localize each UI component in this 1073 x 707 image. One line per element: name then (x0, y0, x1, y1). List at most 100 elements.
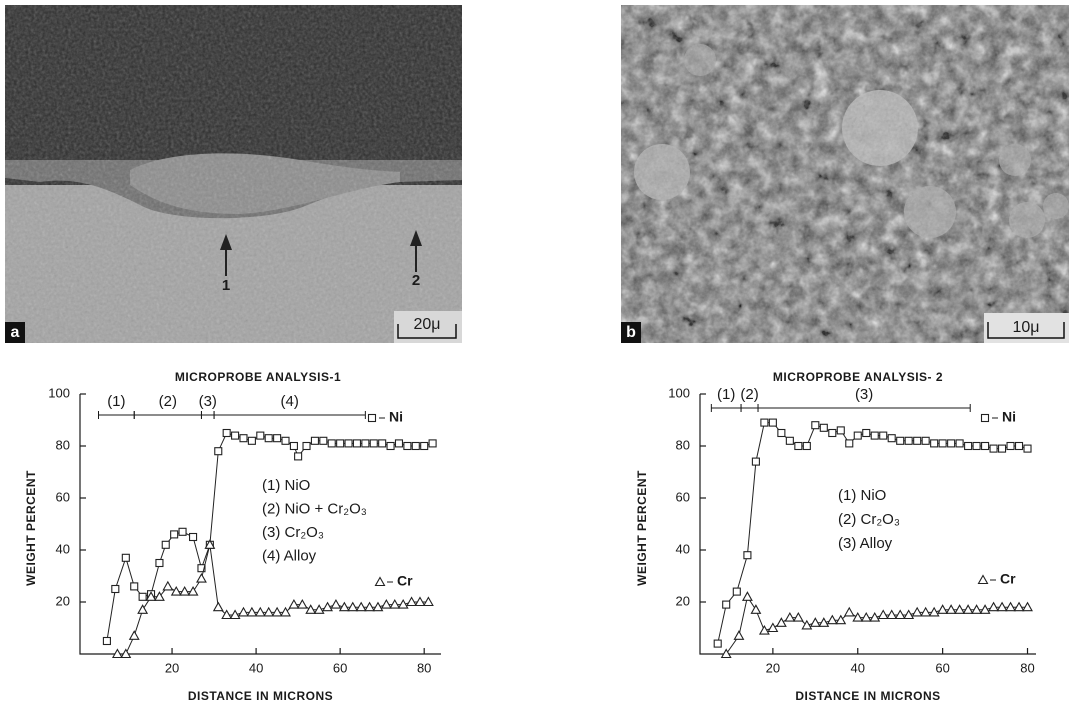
data-point (922, 437, 929, 444)
data-point (769, 419, 776, 426)
data-point (240, 435, 247, 442)
micrograph-b: b 10μ (621, 5, 1069, 343)
region-label: (1) (107, 393, 125, 410)
x-tick-label: 40 (249, 660, 263, 675)
data-point (956, 440, 963, 447)
x-tick-label: 20 (165, 660, 179, 675)
data-point (215, 448, 222, 455)
y-tick-label: 60 (56, 489, 70, 504)
data-point (743, 592, 752, 600)
data-point (744, 552, 751, 559)
y-tick-label: 80 (56, 437, 70, 452)
data-point (733, 588, 740, 595)
data-point (880, 432, 887, 439)
charts: 20 40 60 80 100 20 40 60 80 MICROPROBE ANALYSIS-1… (24, 370, 1036, 703)
arrow-label: 2 (412, 272, 420, 289)
data-point (122, 554, 129, 561)
data-point (1007, 443, 1014, 450)
region-legend-item: (2) NiO + Cr₂O₃ (262, 500, 367, 517)
region-label: (3) (855, 386, 873, 403)
data-point (103, 638, 110, 645)
data-point (257, 432, 264, 439)
data-point (854, 432, 861, 439)
data-point (232, 432, 239, 439)
y-tick-label: 80 (676, 437, 690, 452)
data-point (190, 534, 197, 541)
data-point (734, 631, 743, 639)
data-point (412, 443, 419, 450)
data-point (1024, 445, 1031, 452)
data-point (905, 437, 912, 444)
region-label: (4) (281, 393, 299, 410)
data-point (197, 574, 206, 582)
x-tick-label: 80 (417, 660, 431, 675)
data-point (370, 440, 377, 447)
chart-title: MICROPROBE ANALYSIS- 2 (773, 370, 943, 384)
data-point (353, 440, 360, 447)
x-tick-label: 60 (333, 660, 347, 675)
x-tick-label: 20 (766, 660, 780, 675)
data-point (331, 600, 340, 608)
x-tick-label: 60 (935, 660, 949, 675)
data-point (982, 443, 989, 450)
region-legend-item: (3) Alloy (838, 535, 893, 552)
data-point (404, 443, 411, 450)
y-tick-label: 100 (48, 385, 70, 400)
scale-label: 10μ (1012, 319, 1039, 336)
data-point (751, 605, 760, 613)
legend-marker (979, 576, 988, 584)
legend-label: Cr (397, 573, 413, 589)
legend-marker (376, 578, 385, 586)
data-point (162, 541, 169, 548)
data-point (163, 582, 172, 590)
data-point (320, 437, 327, 444)
region-label: (2) (740, 386, 758, 403)
data-point (295, 453, 302, 460)
y-tick-label: 40 (56, 541, 70, 556)
data-point (214, 603, 223, 611)
y-axis-title: WEIGHT PERCENT (24, 470, 38, 586)
data-point (778, 430, 785, 437)
y-tick-label: 20 (56, 593, 70, 608)
data-point (752, 458, 759, 465)
legend-marker (369, 415, 376, 422)
data-point (337, 440, 344, 447)
region-label: (3) (199, 393, 217, 410)
data-point (768, 624, 777, 632)
data-point (421, 443, 428, 450)
data-point (931, 440, 938, 447)
data-point (139, 593, 146, 600)
data-point (1016, 443, 1023, 450)
y-axis-title: WEIGHT PERCENT (635, 470, 649, 586)
data-point (871, 432, 878, 439)
legend-marker (982, 415, 989, 422)
data-point (248, 437, 255, 444)
chart-title: MICROPROBE ANALYSIS-1 (175, 370, 341, 384)
data-point (362, 440, 369, 447)
data-point (999, 445, 1006, 452)
data-point (846, 440, 853, 447)
x-tick-label: 40 (851, 660, 865, 675)
data-point (282, 437, 289, 444)
data-point (723, 601, 730, 608)
data-point (328, 440, 335, 447)
region-legend-item: (4) Alloy (262, 547, 317, 564)
data-point (223, 430, 230, 437)
data-point (888, 435, 895, 442)
data-point (829, 430, 836, 437)
data-point (914, 437, 921, 444)
data-point (171, 531, 178, 538)
data-point (345, 440, 352, 447)
data-point (379, 440, 386, 447)
y-tick-label: 100 (668, 385, 690, 400)
data-point (845, 608, 854, 616)
legend-label: Cr (1000, 571, 1016, 587)
data-point (795, 443, 802, 450)
x-axis-title: DISTANCE IN MICRONS (188, 689, 333, 703)
region-label: (2) (159, 393, 177, 410)
x-tick-label: 80 (1020, 660, 1034, 675)
region-legend-item: (1) NiO (262, 477, 310, 494)
x-axis-title: DISTANCE IN MICRONS (795, 689, 940, 703)
data-point (786, 437, 793, 444)
data-point (303, 443, 310, 450)
